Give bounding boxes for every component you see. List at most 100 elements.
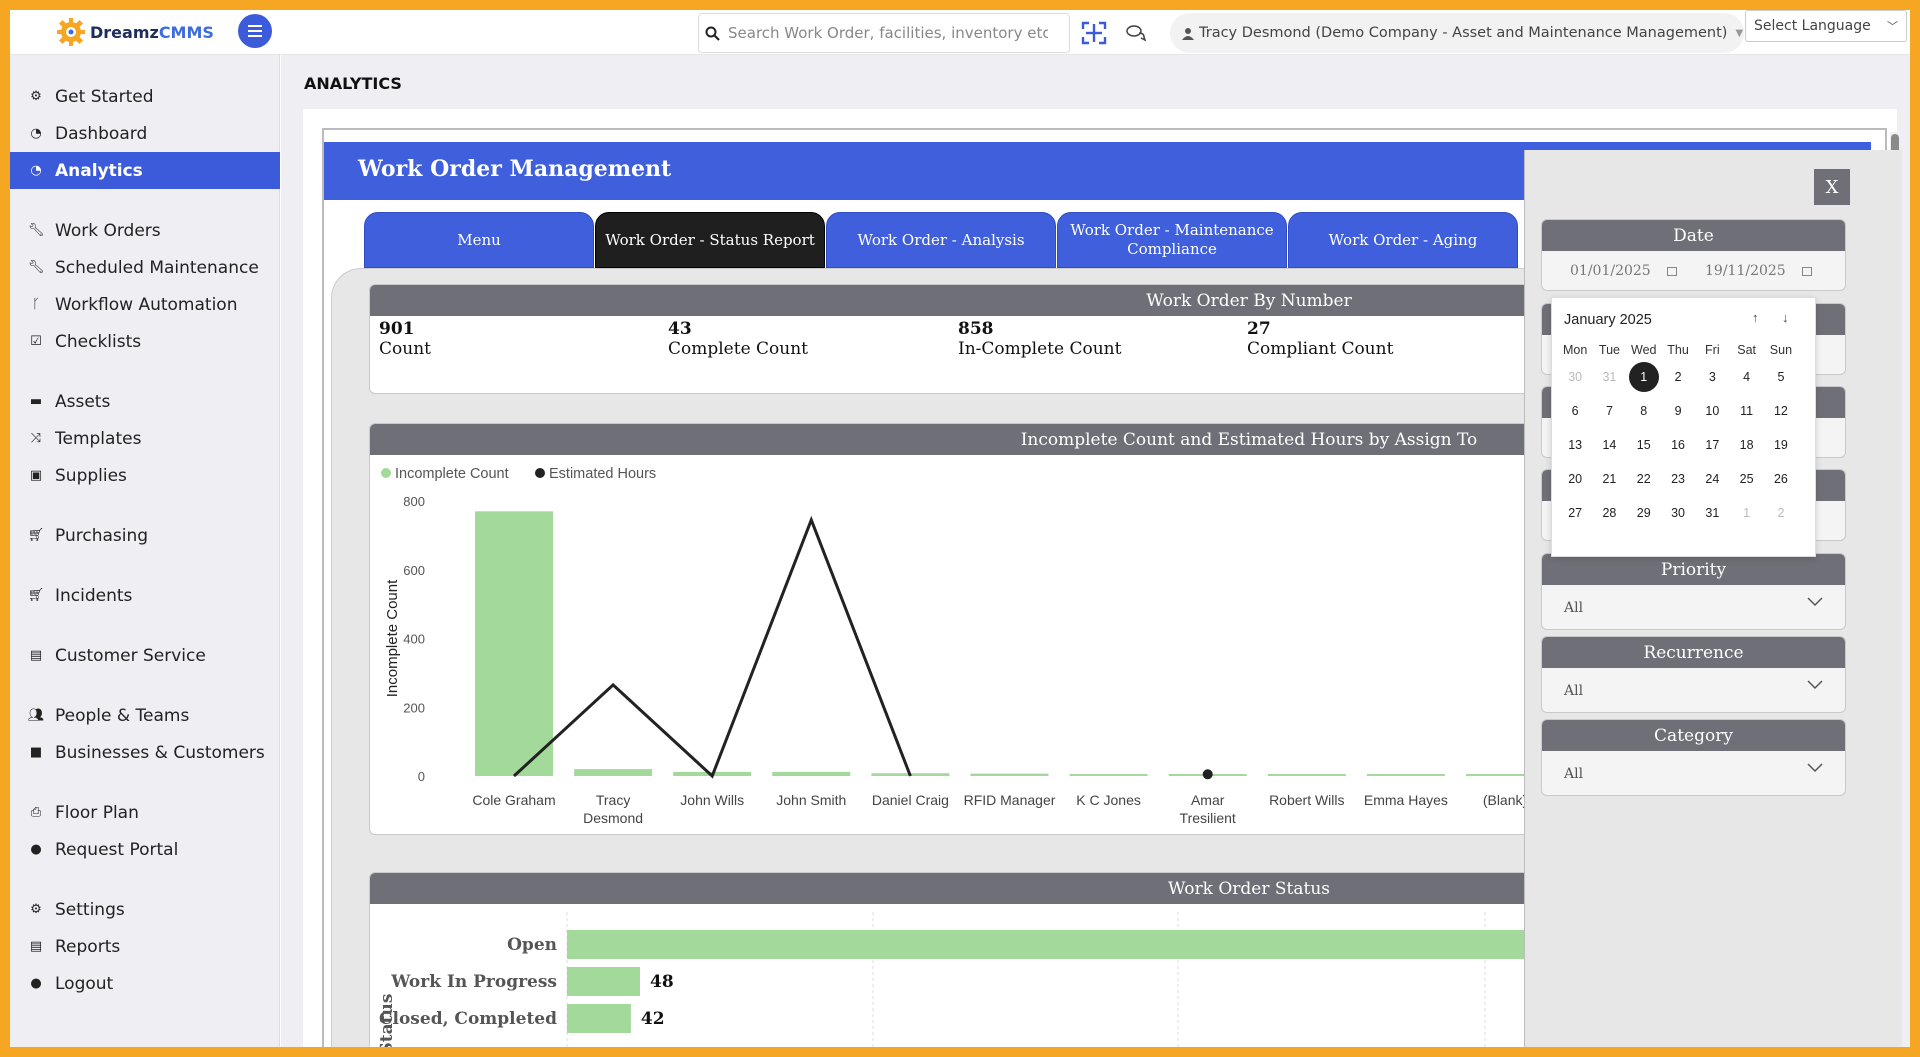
calendar-week-row: 6 7 8 9 10 11 12 [1558,394,1810,428]
sidebar-item-people-teams[interactable]: 👥︎ People & Teams [10,697,280,734]
tab-analysis[interactable]: Work Order - Analysis [826,212,1056,268]
calendar-day[interactable]: 29 [1627,506,1661,520]
calendar-day[interactable]: 24 [1695,472,1729,486]
kpi-label: Complete Count [668,339,809,359]
calendar-day[interactable]: 15 [1627,438,1661,452]
app-logo[interactable]: Dreamz CMMS [56,16,214,48]
kpi-value: 27 [1247,319,1271,339]
next-month-button[interactable]: ↓ [1782,310,1789,325]
sidebar-item-label: People & Teams [55,705,190,726]
calendar-day[interactable]: 22 [1627,472,1661,486]
calendar-day[interactable]: 31 [1592,370,1626,384]
y-axis-label: Status [377,994,397,1047]
calendar-day[interactable]: 19 [1764,438,1798,452]
sidebar-item-dashboard[interactable]: ◔ Dashboard [10,115,280,152]
sidebar-item-get-started[interactable]: ⚙ Get Started [10,78,280,115]
sidebar-item-label: Customer Service [55,645,206,666]
calendar-day[interactable]: 9 [1661,404,1695,418]
calendar-day[interactable]: 26 [1764,472,1798,486]
calendar-day[interactable]: 6 [1558,404,1592,418]
calendar-day[interactable]: 3 [1695,370,1729,384]
sidebar-item-settings[interactable]: ⚙ Settings [10,891,280,928]
logo-text-cmms: CMMS [158,22,214,42]
scan-icon [1081,21,1107,45]
bar-incomplete-count [1466,774,1544,776]
calendar-day[interactable]: 4 [1729,370,1763,384]
calendar-day[interactable]: 7 [1592,404,1626,418]
calendar-day[interactable]: 31 [1695,506,1729,520]
calendar-day[interactable]: 2 [1764,506,1798,520]
global-search[interactable] [698,13,1070,53]
calendar-day[interactable]: 11 [1729,404,1763,418]
category-select[interactable]: All [1542,751,1845,795]
priority-select[interactable]: All [1542,585,1845,629]
previous-month-button[interactable]: ↑ [1752,310,1759,325]
calendar-day[interactable]: 2 [1661,370,1695,384]
calendar-day-label: 31 [1705,506,1720,520]
sidebar-item-supplies[interactable]: ▣ Supplies [10,457,280,494]
category-label: Closed, Completed [379,1009,557,1029]
sidebar-item-checklists[interactable]: ☑ Checklists [10,323,280,360]
sidebar-item-incidents[interactable]: 🛒︎ Incidents [10,577,280,614]
calendar-icon[interactable] [1801,266,1812,276]
user-menu[interactable]: Tracy Desmond (Demo Company - Asset and … [1170,13,1744,53]
tab-aging[interactable]: Work Order - Aging [1288,212,1518,268]
category-label: Work In Progress [390,972,557,992]
calendar-day[interactable]: 25 [1729,472,1763,486]
bar-incomplete-count [475,511,553,776]
sidebar-item-request-portal[interactable]: ● Request Portal [10,831,280,868]
sidebar-toggle-button[interactable] [238,14,272,48]
calendar-day[interactable]: 20 [1558,472,1592,486]
date-to-input[interactable]: 19/11/2025 [1677,263,1812,279]
calendar-day[interactable]: 12 [1764,404,1798,418]
box-icon: ▬ [29,394,43,409]
sidebar-item-floor-plan[interactable]: ⎙ Floor Plan [10,794,280,831]
sidebar-item-workflow-automation[interactable]: ᚴ Workflow Automation [10,286,280,323]
scan-button[interactable] [1080,20,1108,46]
sidebar-item-reports[interactable]: ▤ Reports [10,928,280,965]
sidebar-item-analytics[interactable]: ◔ Analytics [10,152,280,189]
sidebar-item-logout[interactable]: ● Logout [10,965,280,1002]
tab-menu[interactable]: Menu [364,212,594,268]
language-select[interactable]: Select Language ﹀ [1745,10,1907,42]
calendar-day[interactable]: 13 [1558,438,1592,452]
x-tick-label: K C Jones [1076,792,1141,808]
sidebar-item-work-orders[interactable]: 🔧︎ Work Orders [10,212,280,249]
calendar-day[interactable]: 14 [1592,438,1626,452]
calendar-day[interactable]: 18 [1729,438,1763,452]
calendar-icon[interactable] [1666,266,1677,276]
calendar-day[interactable]: 1 [1729,506,1763,520]
calendar-day[interactable]: 1 [1627,362,1661,392]
calendar-day[interactable]: 21 [1592,472,1626,486]
calendar-day[interactable]: 5 [1764,370,1798,384]
calendar-day[interactable]: 30 [1558,370,1592,384]
tab-maintenance-compliance[interactable]: Work Order - Maintenance Compliance [1057,212,1287,268]
sidebar-item-assets[interactable]: ▬ Assets [10,383,280,420]
calendar-day[interactable]: 10 [1695,404,1729,418]
sidebar-item-customer-service[interactable]: ▤ Customer Service [10,637,280,674]
calendar-day[interactable]: 16 [1661,438,1695,452]
y-tick-label: 400 [403,632,425,647]
calendar-day[interactable]: 23 [1661,472,1695,486]
calendar-day[interactable]: 17 [1695,438,1729,452]
calendar-day[interactable]: 30 [1661,506,1695,520]
calendar-day[interactable]: 8 [1627,404,1661,418]
messages-button[interactable] [1122,20,1150,46]
tab-label: Work Order - Status Report [605,230,815,249]
recurrence-select[interactable]: All [1542,668,1845,712]
search-icon [705,26,720,41]
calendar-day-label: 26 [1773,472,1788,486]
tab-label: Work Order - Aging [1328,230,1478,249]
search-input[interactable] [728,24,1048,42]
sidebar-item-businesses-customers[interactable]: ■ Businesses & Customers [10,734,280,771]
sidebar-item-scheduled-maintenance[interactable]: 🔧︎ Scheduled Maintenance [10,249,280,286]
calendar-day[interactable]: 28 [1592,506,1626,520]
sidebar-item-purchasing[interactable]: 🛒︎ Purchasing [10,517,280,554]
sidebar-item-templates[interactable]: ⤨ Templates [10,420,280,457]
calendar-day[interactable]: 27 [1558,506,1592,520]
date-from-input[interactable]: 01/01/2025 [1542,263,1677,279]
dashboard-icon: ◔ [30,126,42,141]
tab-status-report[interactable]: Work Order - Status Report [595,212,825,268]
calendar-day-label: 8 [1640,404,1648,418]
close-filter-button[interactable]: X [1814,169,1850,205]
